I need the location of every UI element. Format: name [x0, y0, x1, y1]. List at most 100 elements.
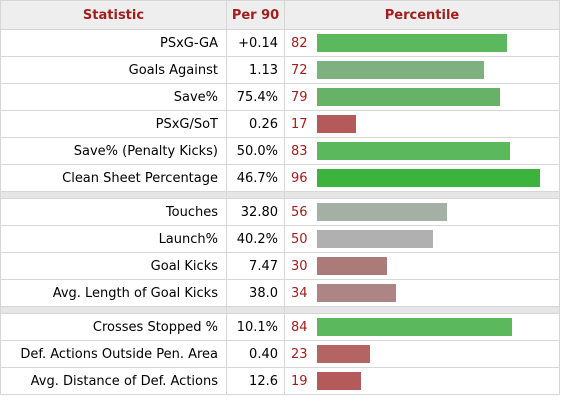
per90-value: 32.80: [226, 198, 285, 226]
percentile-number: 19: [291, 373, 308, 389]
percentile-wrapper: 79: [291, 84, 559, 110]
table-row: Def. Actions Outside Pen. Area 0.40 23: [0, 340, 560, 368]
table-row: Launch% 40.2% 50: [0, 225, 560, 253]
percentile-bar-track: [317, 88, 549, 106]
percentile-wrapper: 82: [291, 30, 559, 56]
percentile-number: 17: [291, 116, 308, 132]
percentile-bar: [317, 230, 433, 248]
per90-value: 0.40: [226, 340, 285, 368]
separator-cell: [284, 191, 560, 199]
percentile-bar: [317, 257, 387, 275]
percentile-number: 72: [291, 62, 308, 78]
table-row: Touches 32.80 56: [0, 198, 560, 226]
table-row: Save% 75.4% 79: [0, 83, 560, 111]
percentile-wrapper: 50: [291, 226, 559, 252]
per90-value: 0.26: [226, 110, 285, 138]
percentile-cell: 82: [284, 29, 560, 57]
stat-name: Clean Sheet Percentage: [0, 164, 227, 192]
percentile-bar-track: [317, 345, 549, 363]
percentile-cell: 19: [284, 367, 560, 395]
percentile-bar-track: [317, 284, 549, 302]
separator-cell: [0, 191, 227, 199]
separator-cell: [226, 306, 285, 314]
percentile-number: 23: [291, 346, 308, 362]
stat-name: Goal Kicks: [0, 252, 227, 280]
percentile-number: 50: [291, 231, 308, 247]
per90-value: 1.13: [226, 56, 285, 84]
per90-value: 12.6: [226, 367, 285, 395]
percentile-bar-track: [317, 257, 549, 275]
percentile-wrapper: 19: [291, 368, 559, 394]
table-header-row: Statistic Per 90 Percentile: [0, 0, 560, 30]
table-row: Avg. Distance of Def. Actions 12.6 19: [0, 367, 560, 395]
percentile-wrapper: 34: [291, 280, 559, 306]
per90-value: 75.4%: [226, 83, 285, 111]
header-statistic[interactable]: Statistic: [0, 0, 227, 30]
percentile-number: 56: [291, 204, 308, 220]
group-separator: [0, 306, 560, 314]
stat-name: Touches: [0, 198, 227, 226]
percentile-cell: 83: [284, 137, 560, 165]
percentile-bar-track: [317, 230, 549, 248]
percentile-cell: 84: [284, 313, 560, 341]
stat-name: Avg. Length of Goal Kicks: [0, 279, 227, 307]
percentile-cell: 79: [284, 83, 560, 111]
percentile-bar: [317, 345, 371, 363]
percentile-cell: 17: [284, 110, 560, 138]
percentile-bar-track: [317, 34, 549, 52]
percentile-bar: [317, 372, 362, 390]
percentile-number: 30: [291, 258, 308, 274]
table-row: Goal Kicks 7.47 30: [0, 252, 560, 280]
percentile-number: 96: [291, 170, 308, 186]
percentile-cell: 23: [284, 340, 560, 368]
table-row: Save% (Penalty Kicks) 50.0% 83: [0, 137, 560, 165]
table-row: PSxG/SoT 0.26 17: [0, 110, 560, 138]
percentile-bar: [317, 88, 501, 106]
header-per90[interactable]: Per 90: [226, 0, 285, 30]
percentile-cell: 30: [284, 252, 560, 280]
percentile-wrapper: 83: [291, 138, 559, 164]
table-row: Avg. Length of Goal Kicks 38.0 34: [0, 279, 560, 307]
percentile-cell: 72: [284, 56, 560, 84]
separator-cell: [226, 191, 285, 199]
table-row: Goals Against 1.13 72: [0, 56, 560, 84]
percentile-bar-track: [317, 372, 549, 390]
separator-cell: [284, 306, 560, 314]
percentile-wrapper: 17: [291, 111, 559, 137]
percentile-cell: 96: [284, 164, 560, 192]
percentile-bar: [317, 34, 508, 52]
stat-name: Def. Actions Outside Pen. Area: [0, 340, 227, 368]
header-percentile[interactable]: Percentile: [284, 0, 560, 30]
percentile-bar-track: [317, 203, 549, 221]
percentile-bar: [317, 284, 396, 302]
percentile-wrapper: 96: [291, 165, 559, 191]
percentile-number: 82: [291, 35, 308, 51]
percentile-wrapper: 72: [291, 57, 559, 83]
table-row: Crosses Stopped % 10.1% 84: [0, 313, 560, 341]
percentile-cell: 50: [284, 225, 560, 253]
per90-value: 40.2%: [226, 225, 285, 253]
per90-value: 50.0%: [226, 137, 285, 165]
table-row: PSxG-GA +0.14 82: [0, 29, 560, 57]
per90-value: 10.1%: [226, 313, 285, 341]
percentile-bar-track: [317, 61, 549, 79]
table-row: Clean Sheet Percentage 46.7% 96: [0, 164, 560, 192]
stat-name: Crosses Stopped %: [0, 313, 227, 341]
percentile-bar: [317, 318, 512, 336]
percentile-wrapper: 84: [291, 314, 559, 340]
stat-name: PSxG-GA: [0, 29, 227, 57]
percentile-bar: [317, 169, 540, 187]
stat-name: Goals Against: [0, 56, 227, 84]
percentile-bar-track: [317, 115, 549, 133]
percentile-wrapper: 23: [291, 341, 559, 367]
percentile-number: 83: [291, 143, 308, 159]
percentile-number: 79: [291, 89, 308, 105]
percentile-wrapper: 56: [291, 199, 559, 225]
table-body: PSxG-GA +0.14 82 Goals Against 1.13 72 Save% 75…: [0, 29, 560, 395]
per90-value: +0.14: [226, 29, 285, 57]
percentile-bar: [317, 61, 485, 79]
percentile-bar: [317, 115, 357, 133]
per90-value: 46.7%: [226, 164, 285, 192]
